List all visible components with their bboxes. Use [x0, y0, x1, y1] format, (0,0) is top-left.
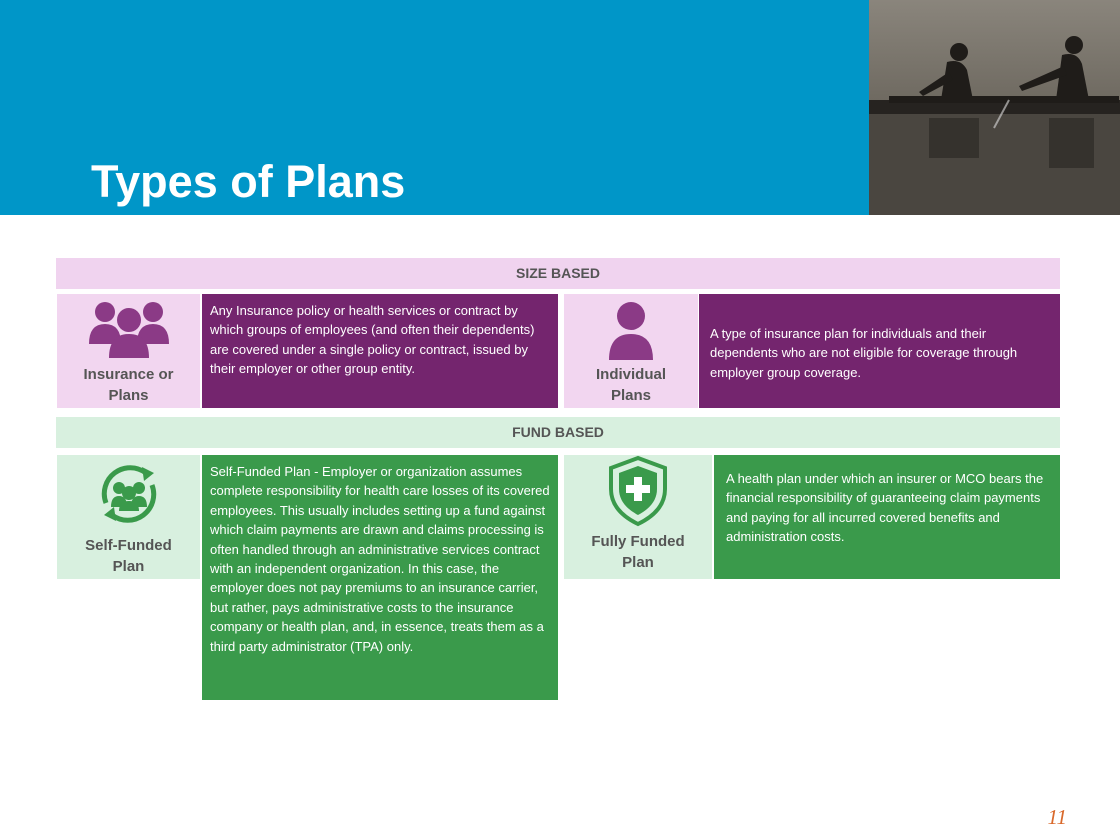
title-band — [0, 0, 869, 215]
self-funded-plan-label: Self-Funded Plan — [85, 537, 172, 575]
size-based-header: SIZE BASED — [56, 258, 1060, 289]
fully-funded-plan-cell: Fully Funded Plan — [564, 455, 712, 579]
group-plans-description: Any Insurance policy or health services … — [202, 294, 558, 408]
page-title: Types of Plans — [91, 156, 406, 207]
person-icon — [609, 302, 653, 360]
group-plans-label: Insurance or Plans — [83, 366, 174, 404]
individual-plans-description: A type of insurance plan for individuals… — [699, 294, 1060, 408]
fund-based-header: FUND BASED — [56, 417, 1060, 448]
self-funded-plan-description: Self-Funded Plan - Employer or organizat… — [202, 455, 558, 700]
rowers-photo — [869, 0, 1120, 215]
fully-funded-plan-description: A health plan under which an insurer or … — [714, 455, 1060, 579]
fully-funded-plan-label: Fully Funded Plan — [591, 533, 685, 571]
individual-plans-cell: Individual Plans — [564, 294, 698, 408]
page-number: 11 — [1047, 805, 1067, 829]
shield-plus-icon — [609, 455, 667, 527]
people-cycle-icon — [101, 465, 156, 523]
self-funded-plan-cell: Self-Funded Plan — [57, 455, 200, 579]
group-people-icon — [88, 302, 169, 358]
group-plans-cell: Insurance or Plans — [57, 294, 200, 408]
individual-plans-label: Individual Plans — [595, 366, 666, 404]
